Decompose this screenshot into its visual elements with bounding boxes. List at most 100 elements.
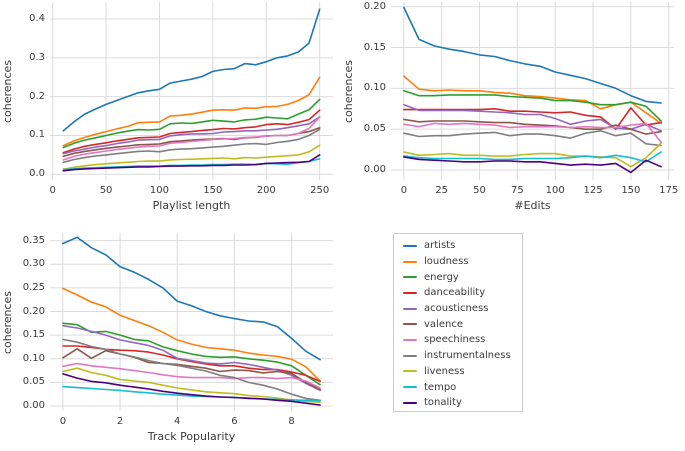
x-tick-label: 125 [583, 185, 603, 196]
series-line-instrumentalness [403, 130, 662, 147]
legend-item-tempo: tempo [394, 379, 522, 395]
legend-label: acousticness [424, 303, 489, 315]
x-tick-label: 75 [510, 185, 524, 196]
y-tick-label: 0.00 [22, 399, 45, 411]
legend-swatch-liveness [403, 370, 417, 373]
legend-item-tonality: tonality [394, 395, 522, 411]
y-tick-label: 0.10 [363, 82, 386, 94]
y-tick-label: 0.1 [29, 129, 45, 141]
subplot-edits: coherences #Edits 0 25 50 75 100 125 150 175 0.0… [343, 1, 679, 212]
series-line-liveness [62, 144, 321, 170]
legend-label: danceability [424, 287, 486, 299]
y-axis-label: coherences [1, 290, 15, 354]
x-tick-label: 6 [231, 416, 238, 427]
x-tick-label: 250 [310, 185, 330, 196]
y-tick-label: 0.20 [363, 0, 386, 12]
y-tick-label: 0.05 [363, 123, 386, 135]
legend-label: valence [424, 318, 463, 330]
x-tick-label: 8 [288, 416, 295, 427]
legend-label: energy [424, 271, 459, 283]
y-tick-label: 0.00 [363, 163, 386, 175]
x-tick-label: 50 [473, 185, 486, 196]
legend-swatch-valence [403, 323, 417, 326]
series-line-liveness [403, 142, 662, 168]
legend-item-artists: artists [394, 238, 522, 254]
subplot-playlist-length: coherences Playlist length 0 50 100 150 200 2… [2, 2, 333, 212]
y-tick-label: 0.2 [29, 90, 45, 102]
legend-label: loudness [424, 256, 469, 268]
legend-label: tempo [424, 381, 457, 393]
legend-swatch-loudness [403, 260, 417, 263]
series-line-acousticness [62, 324, 321, 392]
legend-swatch-instrumentalness [403, 354, 417, 357]
series-line-energy [62, 98, 321, 149]
y-tick-label: 0.35 [22, 234, 45, 246]
plot-area [50, 233, 333, 411]
series-line-loudness [62, 287, 321, 382]
series-line-valence [62, 348, 321, 391]
series-line-instrumentalness [62, 338, 321, 402]
series-line-tonality [62, 154, 321, 172]
y-tick-label: 0.10 [22, 352, 45, 364]
series-line-liveness [62, 367, 321, 403]
x-axis-label: Playlist length [152, 199, 231, 212]
series-line-tonality [62, 373, 321, 406]
legend-label: tonality [424, 397, 462, 409]
series-line-acousticness [62, 116, 321, 155]
series-line-artists [403, 6, 662, 104]
x-tick-label: 2 [116, 416, 124, 427]
series-line-speechiness [62, 116, 321, 161]
y-tick-label: 0.3 [29, 51, 45, 63]
series-line-loudness [62, 76, 321, 147]
series-line-artists [62, 236, 321, 361]
x-axis-label: #Edits [514, 199, 551, 212]
y-tick-label: 0.15 [363, 41, 386, 53]
series-line-valence [403, 118, 662, 135]
x-axis-label: Track Popularity [147, 430, 236, 443]
y-tick-label: 0.15 [22, 329, 45, 341]
legend-swatch-energy [403, 276, 417, 279]
legend-label: artists [424, 240, 456, 252]
x-tick-label: 0 [400, 185, 408, 196]
legend-item-danceability: danceability [394, 285, 522, 301]
legend-swatch-artists [403, 244, 417, 247]
y-tick-label: 0.30 [22, 258, 45, 270]
x-tick-label: 0 [59, 416, 67, 427]
series-line-instrumentalness [62, 128, 321, 164]
series-line-loudness [403, 75, 662, 125]
x-tick-label: 100 [545, 185, 565, 196]
x-tick-label: 150 [203, 185, 223, 196]
series-line-tempo [62, 385, 321, 402]
legend: artists loudness energy danceability acousti… [393, 233, 523, 412]
x-tick-label: 100 [149, 185, 169, 196]
legend-swatch-tonality [403, 401, 417, 404]
legend-item-valence: valence [394, 316, 522, 332]
legend-swatch-speechiness [403, 338, 417, 341]
legend-label: speechiness [424, 334, 486, 346]
series-line-acousticness [403, 103, 662, 132]
legend-swatch-danceability [403, 291, 417, 294]
y-tick-label: 0.4 [29, 13, 45, 24]
x-tick-label: 0 [49, 185, 56, 196]
x-tick-label: 175 [659, 185, 679, 196]
legend-label: liveness [424, 365, 465, 377]
series-line-artists [62, 8, 321, 132]
y-tick-label: 0.20 [22, 305, 45, 317]
series-line-danceability [62, 109, 321, 154]
legend-item-instrumentalness: instrumentalness [394, 348, 522, 364]
legend-item-energy: energy [394, 269, 522, 285]
subplot-track-popularity: coherences Track Popularity 0 2 4 6 8 0.00 0.0… [2, 233, 333, 443]
legend-item-liveness: liveness [394, 364, 522, 380]
legend-item-loudness: loudness [394, 254, 522, 270]
legend-item-speechiness: speechiness [394, 332, 522, 348]
x-tick-label: 25 [435, 185, 449, 196]
series-line-speechiness [403, 122, 662, 143]
series-line-speechiness [62, 362, 321, 389]
legend-swatch-tempo [403, 386, 417, 389]
legend-label: instrumentalness [424, 350, 511, 362]
series-line-energy [62, 322, 321, 386]
series-line-energy [403, 90, 662, 122]
series-line-tonality [403, 156, 662, 174]
x-tick-label: 50 [99, 185, 113, 196]
